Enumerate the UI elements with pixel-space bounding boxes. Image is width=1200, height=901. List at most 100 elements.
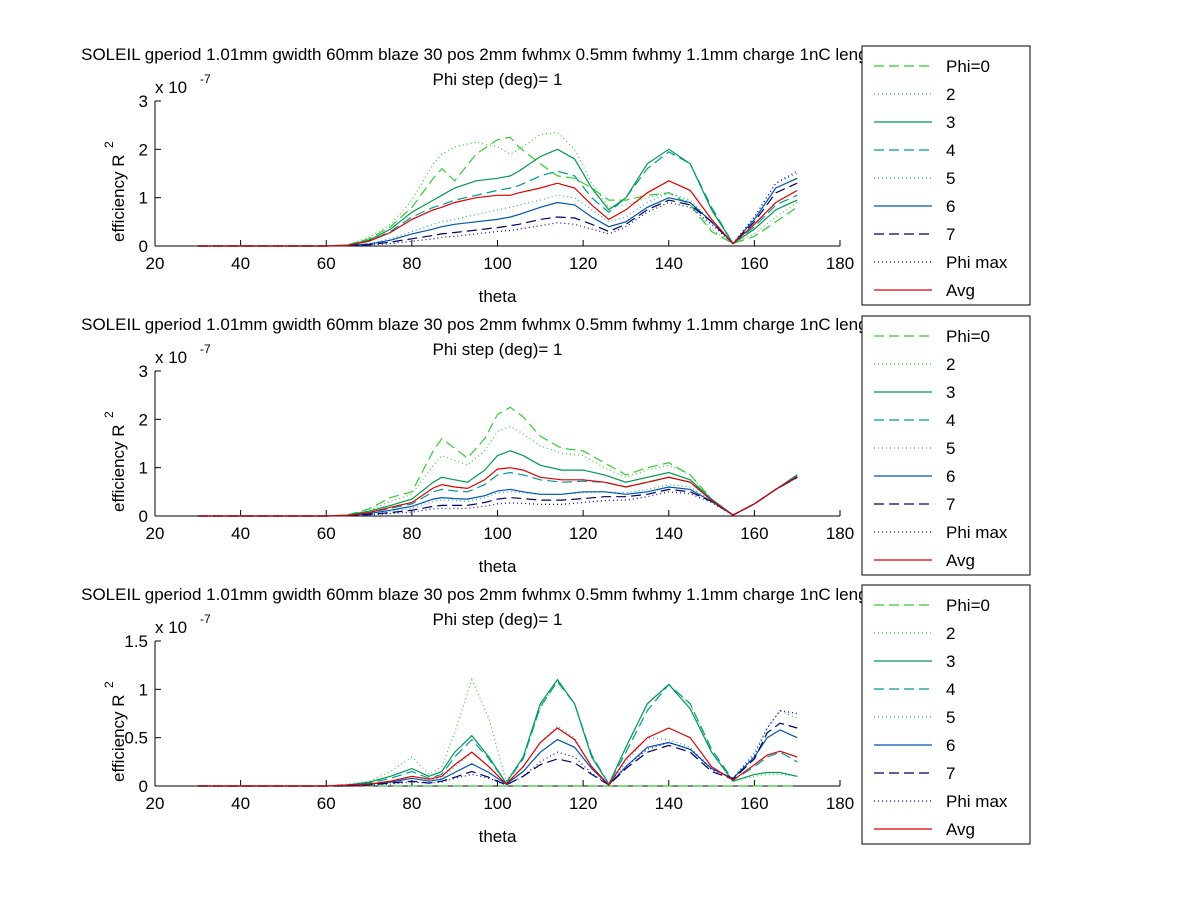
x-tick-label: 140: [655, 524, 683, 543]
y-axis-label: efficiency R: [109, 694, 128, 782]
y-tick-label: 0: [139, 237, 148, 256]
legend-entry-label: Phi max: [946, 253, 1008, 272]
legend-entry-label: Phi max: [946, 792, 1008, 811]
y-tick-label: 2: [139, 140, 148, 159]
subplot-2: SOLEIL gperiod 1.01mm gwidth 60mm blaze …: [81, 315, 1031, 576]
series-line-4: [197, 471, 798, 517]
legend-entry-label: 5: [946, 169, 955, 188]
x-tick-label: 160: [740, 254, 768, 273]
series-line-4: [197, 680, 798, 787]
x-tick-label: 80: [402, 794, 421, 813]
series-line-3: [197, 450, 798, 517]
legend-entry-label: Phi=0: [946, 57, 990, 76]
legend-entry-label: Avg: [946, 820, 975, 839]
legend-entry-label: 4: [946, 411, 955, 430]
series-line-9: [197, 467, 798, 517]
x-tick-label: 80: [402, 254, 421, 273]
x-tick-label: 100: [483, 254, 511, 273]
x-tick-label: 20: [146, 524, 165, 543]
y-tick-label: 1.5: [124, 632, 148, 651]
legend-entry-label: Avg: [946, 281, 975, 300]
y-tick-label: 0: [139, 777, 148, 796]
legend-entry-label: 6: [946, 197, 955, 216]
series-line-7: [197, 182, 798, 247]
chart-title: SOLEIL gperiod 1.01mm gwidth 60mm blaze …: [81, 45, 914, 64]
x-tick-label: 60: [317, 524, 336, 543]
legend-entry-label: 4: [946, 141, 955, 160]
legend-entry-label: Avg: [946, 551, 975, 570]
series-line-8: [197, 476, 798, 517]
y-tick-label: 0.5: [124, 729, 148, 748]
y-tick-label: 2: [139, 410, 148, 429]
x-tick-label: 140: [655, 254, 683, 273]
legend-entry-label: 6: [946, 736, 955, 755]
legend-entry-label: 2: [946, 85, 955, 104]
subplot-1: SOLEIL gperiod 1.01mm gwidth 60mm blaze …: [81, 45, 1031, 306]
x-tick-label: 100: [483, 794, 511, 813]
legend-entry-label: 2: [946, 355, 955, 374]
x-tick-label: 160: [740, 524, 768, 543]
y-exponent-label: x 10: [155, 618, 187, 637]
legend-entry-label: 7: [946, 225, 955, 244]
y-axis-label-superscript: 2: [102, 411, 116, 418]
series-line-7: [197, 722, 798, 787]
x-tick-label: 20: [146, 794, 165, 813]
series-line-6: [197, 729, 798, 787]
series-line-8: [197, 170, 798, 247]
legend-entry-label: 3: [946, 383, 955, 402]
y-axis-label-superscript: 2: [102, 681, 116, 688]
x-tick-label: 40: [231, 524, 250, 543]
series-line-6: [197, 476, 798, 517]
chart-title: SOLEIL gperiod 1.01mm gwidth 60mm blaze …: [81, 315, 914, 334]
y-exponent-label: x 10: [155, 78, 187, 97]
x-tick-label: 120: [569, 524, 597, 543]
legend: Phi=0 2 3 4 5 6 7 Phi max Avg: [861, 45, 1031, 306]
y-exponent-value: -7: [200, 342, 211, 356]
legend-entry-label: 3: [946, 652, 955, 671]
chart-subtitle: Phi step (deg)= 1: [433, 610, 563, 629]
legend-entry-label: 3: [946, 113, 955, 132]
x-tick-label: 180: [826, 254, 854, 273]
y-exponent-label: x 10: [155, 348, 187, 367]
x-tick-label: 60: [317, 794, 336, 813]
series-line-9: [197, 180, 798, 247]
series-line-3: [197, 678, 798, 787]
series-line-4: [197, 151, 798, 247]
x-tick-label: 40: [231, 794, 250, 813]
x-tick-label: 120: [569, 254, 597, 273]
chart-subtitle: Phi step (deg)= 1: [433, 340, 563, 359]
legend-entry-label: 5: [946, 708, 955, 727]
x-tick-label: 60: [317, 254, 336, 273]
x-tick-label: 100: [483, 524, 511, 543]
y-tick-label: 3: [139, 362, 148, 381]
y-tick-label: 0: [139, 507, 148, 526]
subplot-3: SOLEIL gperiod 1.01mm gwidth 60mm blaze …: [81, 584, 1031, 846]
x-axis-label: theta: [479, 287, 517, 306]
series-line-2: [197, 425, 798, 517]
legend-entry-label: 5: [946, 439, 955, 458]
x-axis-label: theta: [479, 827, 517, 846]
y-exponent-value: -7: [200, 72, 211, 86]
y-axis-label: efficiency R: [109, 154, 128, 242]
series-line-3: [197, 148, 798, 247]
chart-subtitle: Phi step (deg)= 1: [433, 70, 563, 89]
legend-entry-label: 6: [946, 467, 955, 486]
series-line-9: [197, 727, 798, 787]
legend-entry-label: Phi max: [946, 523, 1008, 542]
x-tick-label: 180: [826, 524, 854, 543]
x-tick-label: 160: [740, 794, 768, 813]
legend-entry-label: 7: [946, 495, 955, 514]
legend: Phi=0 2 3 4 5 6 7 Phi max Avg: [861, 584, 1031, 845]
x-tick-label: 140: [655, 794, 683, 813]
legend: Phi=0 2 3 4 5 6 7 Phi max Avg: [861, 315, 1031, 576]
series-line-5: [197, 172, 798, 247]
series-line-2: [197, 131, 798, 247]
legend-entry-label: 2: [946, 624, 955, 643]
legend-entry-label: 4: [946, 680, 955, 699]
chart-title: SOLEIL gperiod 1.01mm gwidth 60mm blaze …: [81, 585, 914, 604]
legend-entry-label: Phi=0: [946, 327, 990, 346]
series-line-1: [197, 136, 798, 247]
x-axis-label: theta: [479, 557, 517, 576]
y-tick-label: 1: [139, 459, 148, 478]
